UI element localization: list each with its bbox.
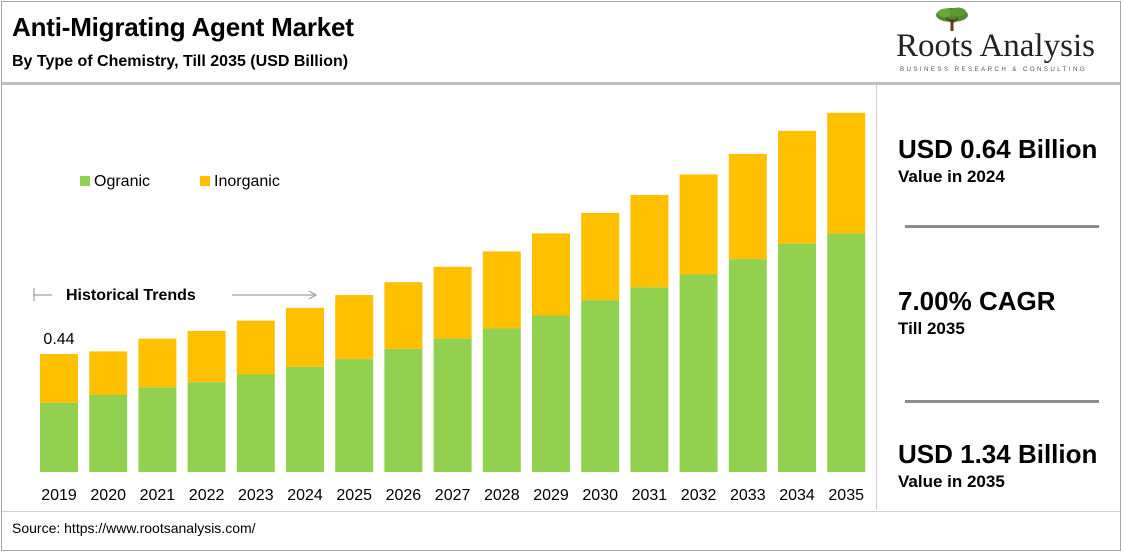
- x-tick-label: 2035: [828, 487, 864, 504]
- bar-inorganic-2033: [728, 153, 767, 260]
- page-title: Anti-Migrating Agent Market: [12, 12, 354, 42]
- bar-inorganic-2024: [286, 307, 324, 367]
- bar-inorganic-2025: [335, 295, 374, 360]
- x-tick-label: 2028: [484, 487, 520, 504]
- panel-divider: [876, 85, 877, 510]
- historical-trends-label: Historical Trends: [66, 287, 196, 304]
- bar-organic-2031: [630, 287, 669, 472]
- stat-cagr-big: 7.00% CAGR: [898, 286, 1056, 316]
- header-rule: [2, 82, 1120, 85]
- x-tick-label: 2026: [386, 487, 422, 504]
- bar-inorganic-2030: [581, 212, 620, 301]
- page-subtitle: By Type of Chemistry, Till 2035 (USD Bil…: [12, 53, 349, 70]
- x-tick-label: 2031: [632, 487, 668, 504]
- x-tick-label: 2029: [533, 487, 569, 504]
- company-logo: Roots Analysis BUSINESS RESEARCH & CONSU…: [890, 6, 1100, 76]
- bar-inorganic-2029: [532, 233, 570, 316]
- bar-inorganic-2028: [482, 251, 521, 329]
- bar-organic-2025: [335, 359, 374, 472]
- stacked-bar-chart: 2019 2020 2021 2022 2023 2024 2025 2026 2027 2028…: [33, 112, 866, 504]
- bar-organic-2030: [581, 300, 620, 472]
- tree-logo-icon: [936, 7, 968, 31]
- stat-value-2035-caption: Value in 2035: [898, 472, 1005, 491]
- x-tick-label: 2027: [435, 487, 471, 504]
- logo-wordmark: Roots Analysis: [896, 28, 1095, 64]
- stat-value-2035: USD 1.34 Billion Value in 2035: [898, 439, 1097, 492]
- bar-organic-2035: [827, 233, 866, 472]
- x-tick-label: 2023: [238, 487, 274, 504]
- x-tick-label: 2034: [779, 487, 815, 504]
- x-tick-label: 2033: [730, 487, 766, 504]
- bar-organic-2022: [187, 382, 226, 472]
- x-tick-label: 2022: [189, 487, 225, 504]
- bar-organic-2032: [679, 274, 718, 472]
- bar-inorganic-2021: [138, 338, 177, 388]
- stat-value-2024: USD 0.64 Billion Value in 2024: [898, 134, 1097, 187]
- bar-organic-2019: [40, 402, 78, 472]
- x-tick-label: 2024: [287, 487, 323, 504]
- logo-tagline: BUSINESS RESEARCH & CONSULTING: [900, 66, 1088, 73]
- bar-inorganic-2034: [778, 130, 816, 244]
- bar-organic-2029: [532, 315, 570, 472]
- bar-inorganic-2020: [89, 351, 128, 395]
- stat-value-2024-big: USD 0.64 Billion: [898, 134, 1098, 164]
- x-tick-label: 2032: [681, 487, 717, 504]
- x-tick-label: 2019: [41, 487, 77, 504]
- bar-organic-2026: [384, 348, 423, 472]
- x-tick-label: 2025: [336, 487, 372, 504]
- bar-organic-2023: [236, 374, 275, 472]
- legend-swatch-inorganic: [200, 176, 210, 186]
- footer-rule: [2, 511, 1120, 512]
- bar-organic-2027: [433, 338, 472, 472]
- stat-value-2035-big: USD 1.34 Billion: [898, 439, 1098, 469]
- x-tick-label: 2021: [140, 487, 176, 504]
- stat-cagr-caption: Till 2035: [898, 319, 965, 338]
- stat-rule-1: [905, 225, 1099, 228]
- bar-organic-2024: [286, 366, 324, 472]
- historical-arrow-head-icon: [308, 290, 318, 300]
- x-tick-label: 2030: [582, 487, 618, 504]
- bar-organic-2021: [138, 387, 177, 472]
- bar-inorganic-2022: [187, 330, 226, 383]
- legend-swatch-organic: [80, 176, 90, 186]
- bar-organic-2020: [89, 395, 128, 472]
- bar-organic-2033: [728, 259, 767, 472]
- bar-organic-2028: [482, 328, 521, 472]
- bar-inorganic-2019: [40, 354, 78, 403]
- bar-inorganic-2031: [630, 194, 669, 288]
- source-note: Source: https://www.rootsanalysis.com/: [12, 520, 256, 536]
- bar-inorganic-2035: [827, 112, 866, 234]
- stat-value-2024-caption: Value in 2024: [898, 167, 1005, 186]
- x-tick-label: 2020: [90, 487, 126, 504]
- data-label: 0.44: [43, 331, 74, 348]
- stat-rule-2: [905, 400, 1099, 403]
- bar-inorganic-2026: [384, 282, 423, 349]
- stat-cagr: 7.00% CAGR Till 2035: [898, 286, 1056, 339]
- bar-inorganic-2032: [679, 174, 718, 275]
- bar-inorganic-2027: [433, 266, 472, 339]
- legend-label-organic: Ogranic: [94, 173, 150, 190]
- legend-label-inorganic: Inorganic: [214, 173, 280, 190]
- bar-organic-2034: [778, 243, 816, 472]
- bar-inorganic-2023: [236, 320, 275, 375]
